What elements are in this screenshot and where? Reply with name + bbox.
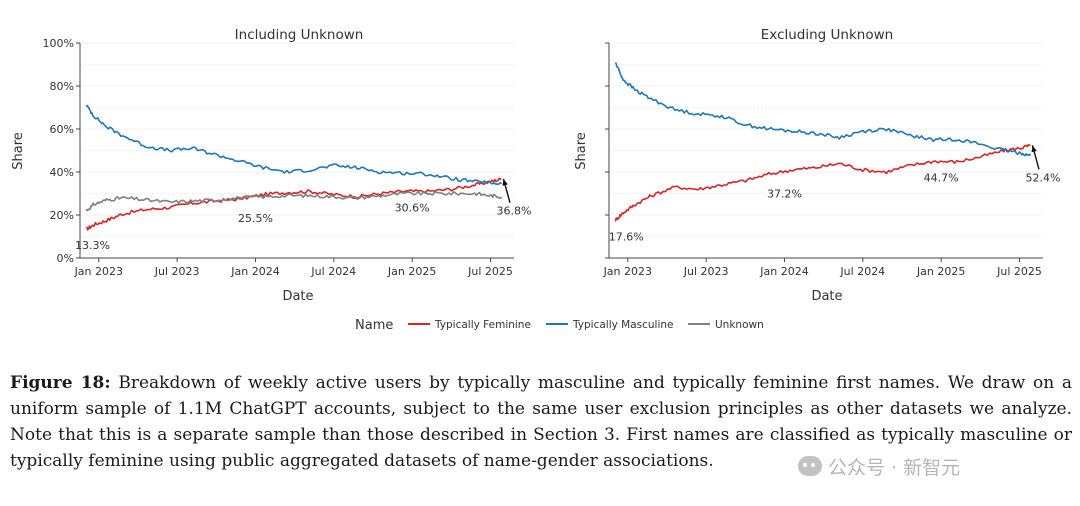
data-label: 36.8% xyxy=(497,205,532,218)
legend-label-feminine: Typically Feminine xyxy=(434,319,531,331)
legend-label-masculine: Typically Masculine xyxy=(572,319,674,331)
chart-excluding-unknown: Excluding Unknown Share Date Jan 2023 Jul… xyxy=(574,27,1060,304)
data-label: 17.6% xyxy=(609,231,644,244)
series-line-typically-masculine xyxy=(85,104,503,186)
y-tick-label: 60% xyxy=(50,123,74,136)
data-label: 37.2% xyxy=(767,188,802,201)
y-axis-label: Share xyxy=(11,132,26,170)
series xyxy=(614,62,1032,222)
x-tick-label: Jan 2025 xyxy=(387,265,436,278)
annotations: 13.3% 25.5% 30.6% 36.8% xyxy=(75,178,532,252)
data-label: 44.7% xyxy=(924,171,959,184)
series-line-typically-feminine xyxy=(614,143,1031,222)
y-axis-label: Share xyxy=(574,132,589,170)
y-tick-label: 80% xyxy=(50,80,74,93)
chart-title: Including Unknown xyxy=(235,27,364,43)
x-tick-label: Jul 2024 xyxy=(310,265,356,278)
axes: Jan 2023 Jul 2023 Jan 2024 Jul 2024 Jan 2025… xyxy=(603,42,1043,278)
data-label: 13.3% xyxy=(75,239,110,252)
x-tick-label: Jan 2023 xyxy=(603,265,652,278)
legend-label-unknown: Unknown xyxy=(715,319,764,331)
y-tick-label: 40% xyxy=(50,166,74,179)
x-tick-label: Jul 2025 xyxy=(467,265,513,278)
caption-text: Breakdown of weekly active users by typi… xyxy=(10,373,1073,471)
x-axis-label: Date xyxy=(282,289,313,304)
x-tick-label: Jan 2025 xyxy=(916,265,965,278)
series-line-typically-masculine xyxy=(614,62,1032,157)
data-label: 52.4% xyxy=(1026,171,1061,184)
annotations: 17.6% 37.2% 44.7% 52.4% xyxy=(609,145,1061,244)
y-tick-label: 100% xyxy=(43,37,74,50)
y-tick-label: 20% xyxy=(50,209,74,222)
axes: 0% 20% 40% 60% 80% 100% Jan 2023 Jul 2023 Jan 20… xyxy=(43,37,514,278)
watermark: 公众号 · 新智元 xyxy=(798,452,960,480)
x-tick-label: Jul 2024 xyxy=(839,265,885,278)
figure-caption: Figure 18: Breakdown of weekly active us… xyxy=(10,370,1072,474)
legend-title: Name xyxy=(355,318,393,333)
x-tick-label: Jan 2024 xyxy=(230,265,279,278)
legend: Name Typically Feminine Typically Mascul… xyxy=(355,318,764,333)
grid xyxy=(80,42,514,237)
series-line-unknown xyxy=(85,191,503,212)
x-tick-label: Jan 2024 xyxy=(759,265,808,278)
chart-including-unknown: Including Unknown Share Date 0% 20% 40% 60%… xyxy=(11,27,531,304)
series-line-typically-feminine xyxy=(85,177,502,231)
wechat-icon xyxy=(798,456,822,476)
x-tick-label: Jul 2023 xyxy=(154,265,200,278)
x-axis-label: Date xyxy=(811,289,842,304)
figure-area: Including Unknown Share Date 0% 20% 40% 60%… xyxy=(11,27,1060,333)
x-tick-label: Jul 2023 xyxy=(683,265,729,278)
arrow-head-icon xyxy=(1031,145,1037,153)
series xyxy=(85,104,503,231)
grid xyxy=(609,42,1043,237)
caption-label: Figure 18: xyxy=(10,373,111,393)
data-label: 30.6% xyxy=(395,201,430,214)
data-label: 25.5% xyxy=(238,212,273,225)
chart-title: Excluding Unknown xyxy=(761,27,893,43)
arrow-head-icon xyxy=(502,178,508,186)
watermark-text: 公众号 · 新智元 xyxy=(828,456,961,479)
y-tick-label: 0% xyxy=(57,252,74,265)
x-tick-label: Jul 2025 xyxy=(996,265,1042,278)
x-tick-label: Jan 2023 xyxy=(74,265,123,278)
